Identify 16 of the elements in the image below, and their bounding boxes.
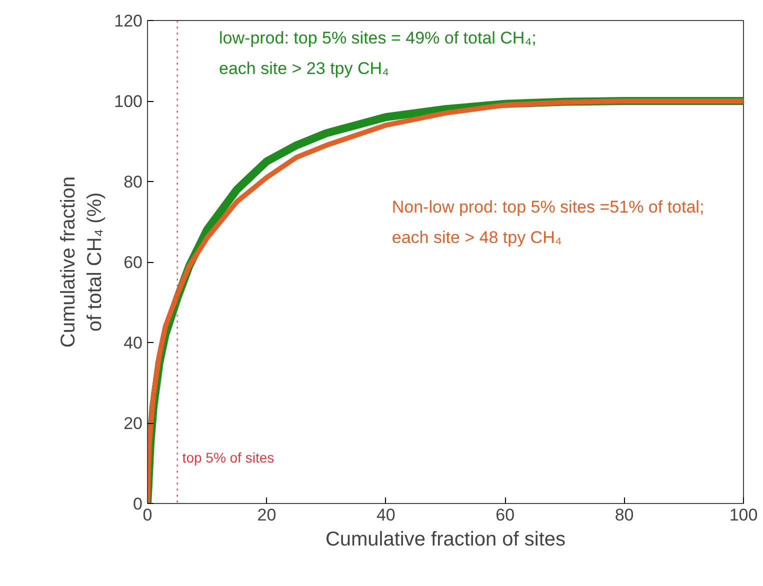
x-axis-title: Cumulative fraction of sites xyxy=(325,528,566,550)
y-tick-label: 80 xyxy=(124,172,143,192)
x-tick-label: 40 xyxy=(376,506,396,524)
x-tick-label: 20 xyxy=(257,506,276,524)
y-tick-label: 40 xyxy=(124,334,143,352)
x-tick-label: 100 xyxy=(729,506,758,524)
text: Non-low prod: top 5% sites =51% of total; each site > 48 tpy CH₄ xyxy=(392,198,704,247)
x-tick-label: 80 xyxy=(614,506,634,524)
ref-line-label: top 5% of sites xyxy=(182,450,274,466)
x-tick-label: 60 xyxy=(496,506,515,524)
y-tick-label: 120 xyxy=(114,12,143,30)
series-label: low-prod: top 5% sites = 49% of total CH₄; each site > 23 tpy CH₄ xyxy=(219,28,536,78)
y-tick-label: 20 xyxy=(124,414,143,433)
y-axis-title: Cumulative fraction of total CH₄ (%) xyxy=(58,176,106,348)
y-tick-label: 60 xyxy=(124,253,143,272)
y-tick-label: 100 xyxy=(114,92,143,111)
